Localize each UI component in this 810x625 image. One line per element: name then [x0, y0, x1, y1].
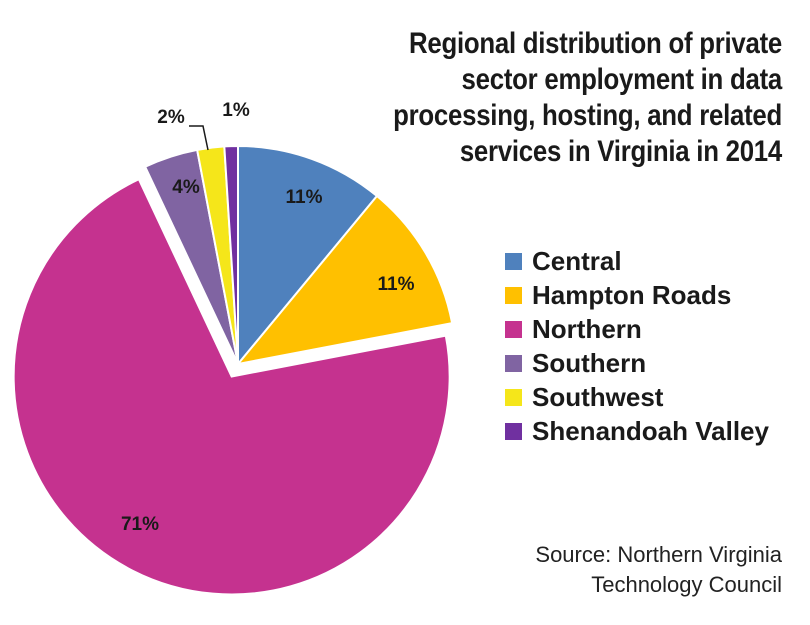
legend-label: Central: [532, 245, 622, 276]
legend-swatch: [505, 320, 522, 338]
chart-title-line: services in Virginia in 2014: [459, 135, 782, 168]
legend-label: Northern: [532, 313, 642, 344]
legend-swatch: [505, 422, 522, 440]
data-label-central: 11%: [286, 187, 323, 208]
data-label-hampton-roads: 11%: [378, 274, 415, 295]
chart-title-line: Regional distribution of private: [408, 27, 782, 60]
legend-item-northern: Northern: [505, 312, 769, 346]
legend-swatch: [505, 286, 522, 304]
chart-title-line: processing, hosting, and related: [393, 99, 782, 132]
data-label-southern: 4%: [172, 177, 200, 198]
leader-line: [189, 125, 209, 151]
legend-label: Shenandoah Valley: [532, 415, 769, 446]
pie-labels: 11% 11% 71% 4% 2% 1%: [121, 100, 415, 535]
legend-label: Southern: [532, 347, 647, 378]
legend-swatch: [505, 354, 522, 372]
legend-item-central: Central: [505, 244, 769, 278]
pie-slice-central: [237, 144, 379, 367]
data-label-southwest: 2%: [157, 107, 185, 128]
chart-title: Regional distribution of private sector …: [378, 26, 782, 170]
legend-item-hampton-roads: Hampton Roads: [505, 278, 769, 312]
legend: Central Hampton Roads Northern Southern …: [505, 244, 769, 448]
data-label-northern: 71%: [121, 514, 159, 535]
source-note: Source: Northern Virginia Technology Cou…: [535, 540, 782, 600]
legend-label: Hampton Roads: [532, 279, 732, 310]
legend-swatch: [505, 388, 522, 406]
legend-label: Southwest: [532, 381, 664, 412]
data-label-shenandoah-valley: 1%: [222, 100, 250, 121]
legend-item-southwest: Southwest: [505, 380, 769, 414]
legend-swatch: [505, 252, 522, 270]
pie-slice-hampton-roads: [235, 194, 454, 366]
legend-item-shenandoah-valley: Shenandoah Valley: [505, 414, 769, 448]
legend-item-southern: Southern: [505, 346, 769, 380]
pie-slice-shenandoah-valley: [223, 144, 239, 365]
source-line: Technology Council: [591, 572, 782, 597]
chart-title-line: sector employment in data: [461, 63, 783, 96]
pie-slice-northern: [12, 177, 451, 596]
source-line: Source: Northern Virginia: [535, 542, 782, 567]
pie-slices: [12, 144, 454, 596]
